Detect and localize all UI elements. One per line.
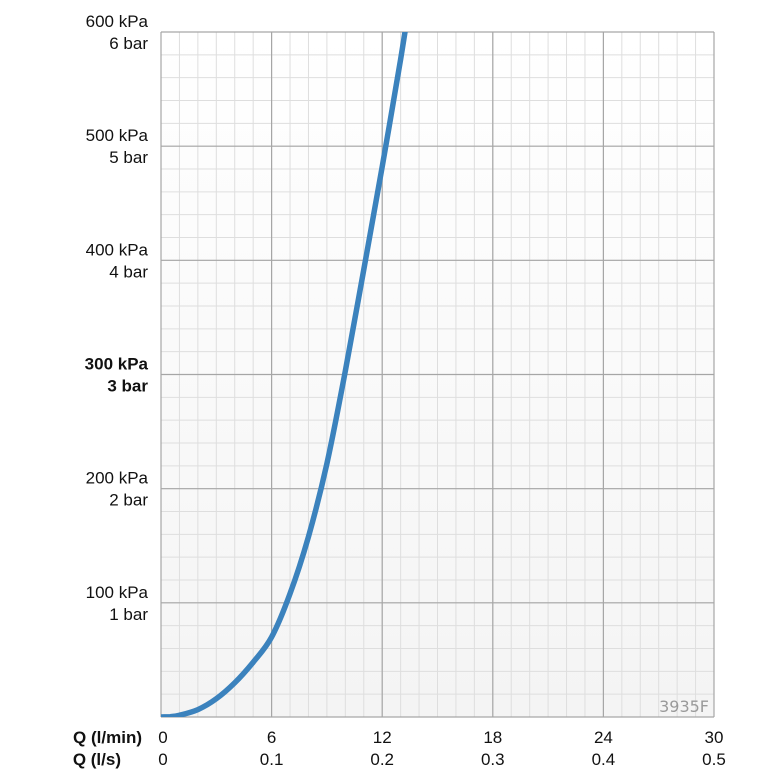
y-tick-label-kpa: 600 kPa	[86, 12, 149, 31]
y-tick-label-bar: 4 bar	[109, 262, 148, 281]
x-tick-label-ls: 0.2	[370, 750, 394, 769]
y-tick-label-kpa: 200 kPa	[86, 469, 149, 488]
x-tick-label-lmin: 30	[705, 728, 724, 747]
y-tick-label-bar: 1 bar	[109, 605, 148, 624]
x-tick-label-lmin: 24	[594, 728, 613, 747]
x-axis-title-ls: Q (l/s)	[73, 750, 121, 769]
x-axis-title-lmin: Q (l/min)	[73, 728, 142, 747]
x-tick-label-lmin: 0	[158, 728, 167, 747]
y-tick-label-bar: 2 bar	[109, 491, 148, 510]
x-tick-label-ls: 0.5	[702, 750, 726, 769]
y-tick-label-kpa: 100 kPa	[86, 583, 149, 602]
y-tick-label-bar: 6 bar	[109, 34, 148, 53]
y-tick-label-kpa: 400 kPa	[86, 240, 149, 259]
y-tick-label-bar: 5 bar	[109, 148, 148, 167]
x-tick-label-lmin: 12	[373, 728, 392, 747]
series-layer	[161, 32, 408, 717]
x-tick-label-ls: 0.4	[592, 750, 616, 769]
y-tick-label-kpa: 300 kPa	[85, 355, 149, 374]
series-line	[161, 32, 408, 717]
x-tick-label-lmin: 18	[483, 728, 502, 747]
x-tick-label-ls: 0.3	[481, 750, 505, 769]
x-tick-label-ls: 0	[158, 750, 167, 769]
x-tick-label-lmin: 6	[267, 728, 276, 747]
x-axis-labels: 0 6 12 18 24 30 0 0.1 0.2 0.3 0.4 0.5	[158, 728, 726, 769]
x-tick-label-ls: 0.1	[260, 750, 284, 769]
y-axis-labels: 100 kPa 1 bar 200 kPa 2 bar 300 kPa 3 bar 400 …	[85, 12, 149, 624]
major-grid	[160, 31, 715, 718]
y-tick-label-bar: 3 bar	[107, 377, 148, 396]
model-code-annotation: 3935F	[659, 697, 709, 716]
y-tick-label-kpa: 500 kPa	[86, 126, 149, 145]
